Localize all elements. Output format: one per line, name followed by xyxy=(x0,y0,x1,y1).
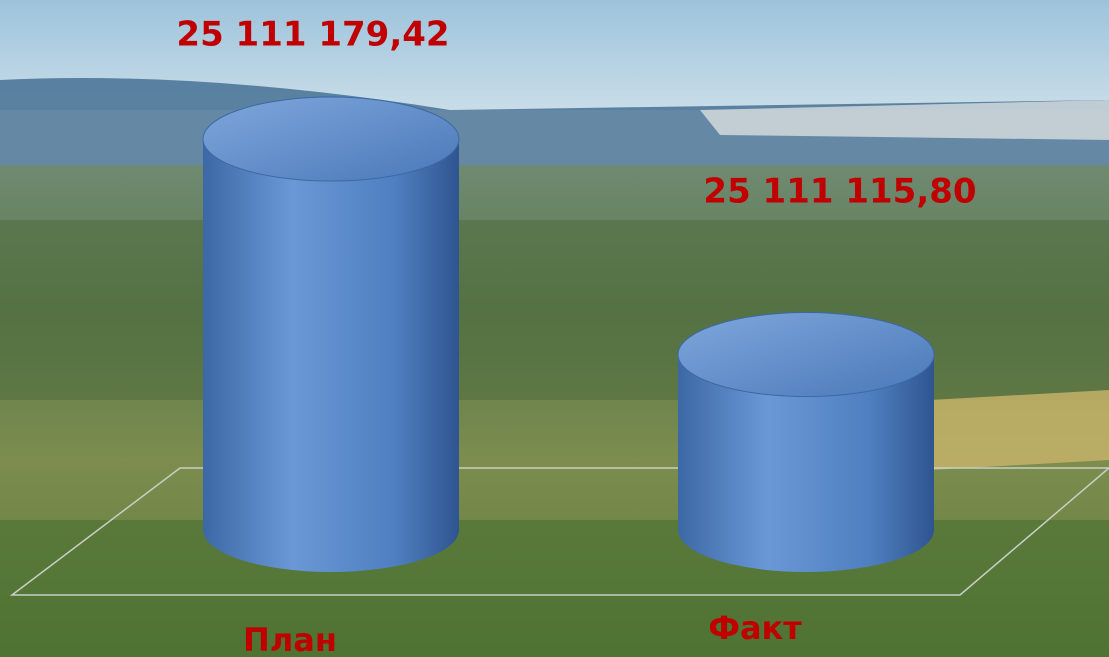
cylinder-top xyxy=(678,313,934,397)
category-label: План xyxy=(243,621,337,657)
value-label: 25 111 115,80 xyxy=(703,172,976,212)
chart: 25 111 179,42 План 25 111 115,80 Факт xyxy=(0,0,1109,657)
cylinder-top xyxy=(203,97,459,181)
category-label: Факт xyxy=(708,609,802,647)
background-photo xyxy=(0,0,1109,657)
value-label: 25 111 179,42 xyxy=(176,15,449,55)
cylinder-body xyxy=(203,139,459,572)
